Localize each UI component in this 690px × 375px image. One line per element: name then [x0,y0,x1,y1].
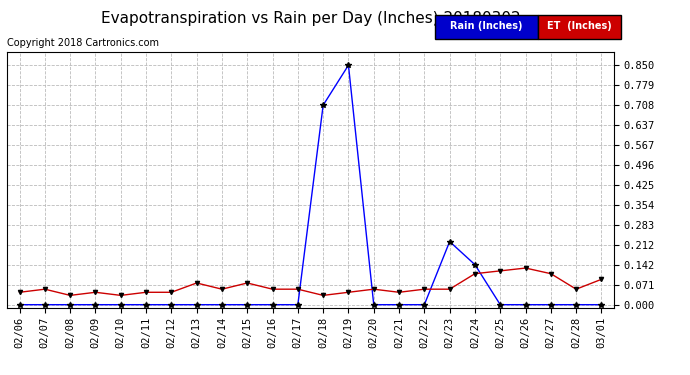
Text: Copyright 2018 Cartronics.com: Copyright 2018 Cartronics.com [7,38,159,48]
Text: Rain (Inches): Rain (Inches) [450,21,523,31]
Text: Evapotranspiration vs Rain per Day (Inches) 20180302: Evapotranspiration vs Rain per Day (Inch… [101,11,520,26]
Text: ET  (Inches): ET (Inches) [547,21,612,31]
